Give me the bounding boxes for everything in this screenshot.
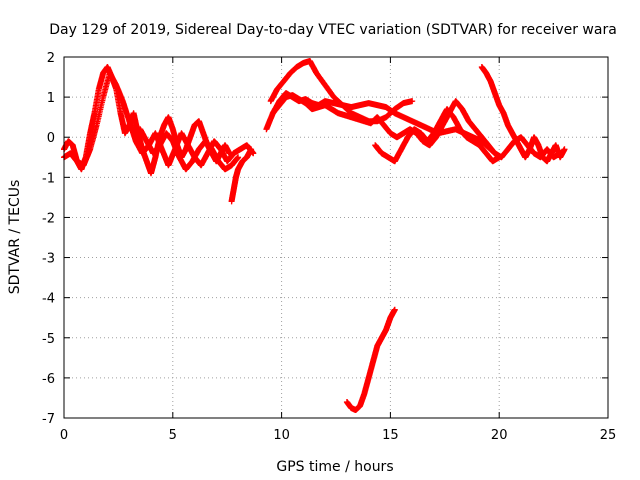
x-tick-label: 10 (273, 428, 290, 443)
x-tick-label: 15 (382, 428, 399, 443)
plot-frame (63, 56, 609, 419)
x-tick-label: 0 (60, 428, 68, 443)
y-tick-label: -2 (42, 211, 55, 226)
y-tick-label: 1 (47, 91, 55, 106)
data-point-markers (343, 306, 398, 413)
chart-title: Day 129 of 2019, Sidereal Day-to-day VTE… (49, 22, 617, 38)
data-point-markers (137, 126, 242, 173)
y-tick-label: 2 (47, 51, 55, 66)
data-points (61, 58, 568, 413)
y-tick-label: -4 (42, 292, 55, 307)
data-series-arc-9 (478, 64, 568, 165)
data-series-arc-4 (228, 146, 255, 205)
y-tick-label: -6 (42, 372, 55, 387)
data-series-arc-10 (343, 306, 398, 413)
x-tick-label: 20 (491, 428, 508, 443)
data-series-arc-8 (372, 106, 503, 165)
data-point-markers (228, 146, 255, 205)
y-tick-label: 0 (47, 131, 55, 146)
x-tick-label: 5 (169, 428, 177, 443)
y-tick-label: -5 (42, 332, 55, 347)
y-tick-label: -1 (42, 171, 55, 186)
data-point-markers (372, 106, 503, 165)
x-axis-label: GPS time / hours (276, 459, 393, 475)
y-tick-label: -3 (42, 252, 55, 267)
y-axis-label: SDTVAR / TECUs (7, 180, 23, 295)
data-point-markers (478, 64, 568, 165)
data-series-arc-3 (137, 126, 242, 173)
y-tick-label: -7 (42, 412, 55, 427)
x-tick-label: 25 (600, 428, 617, 443)
